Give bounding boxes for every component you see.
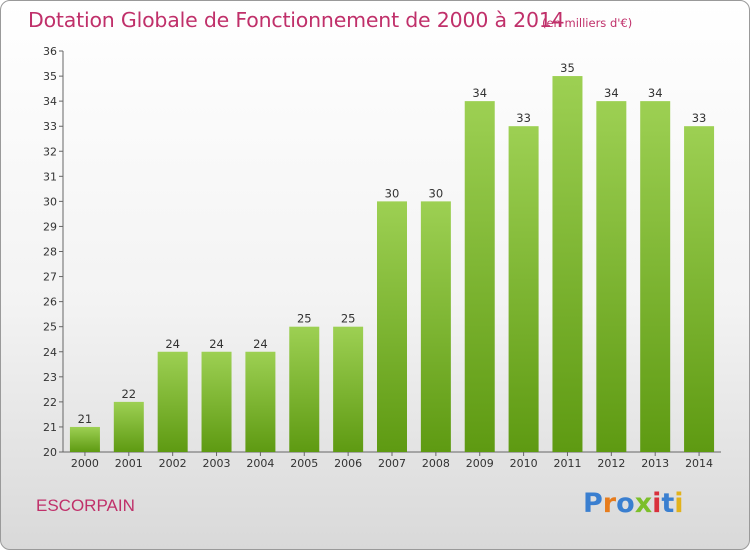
y-tick-label: 28: [43, 246, 57, 259]
bar-2000: [69, 426, 100, 452]
x-tick-label: 2010: [510, 457, 538, 470]
data-label-2012: 34: [604, 86, 619, 100]
x-tick-label: 2008: [422, 457, 450, 470]
proxiti-logo: Proxiti: [583, 488, 684, 519]
x-tick-label: 2007: [378, 457, 406, 470]
data-label-2008: 30: [429, 186, 444, 200]
bar-2006: [333, 326, 364, 452]
y-tick-label: 27: [43, 271, 57, 284]
y-tick-label: 24: [43, 346, 57, 359]
logo-letter: o: [616, 488, 635, 519]
bar-2001: [113, 401, 144, 452]
data-label-2007: 30: [385, 186, 400, 200]
y-axis: 20 21 22 23 24 25 26 27 28 29 30 31 32 33 34 35 36: [43, 45, 64, 459]
commune-name: ESCORPAIN: [36, 496, 135, 515]
data-label-2004: 24: [253, 337, 268, 351]
data-label-2009: 34: [472, 86, 487, 100]
data-label-2013: 34: [648, 86, 663, 100]
y-tick-label: 23: [43, 371, 57, 384]
y-tick-label: 31: [43, 170, 57, 183]
x-tick-label: 2001: [115, 457, 143, 470]
data-label-2000: 21: [78, 412, 93, 426]
bar-2003: [201, 351, 232, 452]
y-tick-label: 22: [43, 396, 57, 409]
x-tick-label: 2014: [685, 457, 713, 470]
x-tick-label: 2005: [290, 457, 318, 470]
y-tick-label: 29: [43, 220, 57, 233]
y-tick-label: 33: [43, 120, 57, 133]
data-label-2003: 24: [209, 337, 224, 351]
y-tick-label: 21: [43, 421, 57, 434]
chart-title: Dotation Globale de Fonctionnement de 20…: [28, 8, 565, 32]
y-tick-label: 25: [43, 321, 57, 334]
data-label-2006: 25: [341, 312, 356, 326]
logo-letter: r: [602, 488, 617, 519]
data-label-2002: 24: [165, 337, 180, 351]
logo-letter: i: [652, 488, 662, 519]
y-tick-label: 32: [43, 145, 57, 158]
chart-unit: (en milliers d'€): [542, 16, 633, 30]
data-label-2011: 35: [560, 61, 575, 75]
x-tick-label: 2006: [334, 457, 362, 470]
bar-2004: [245, 351, 276, 452]
bars: [69, 76, 715, 452]
x-tick-label: 2002: [159, 457, 187, 470]
data-label-2014: 33: [692, 111, 707, 125]
bar-2012: [596, 101, 627, 452]
bar-2014: [684, 126, 715, 452]
bar-2009: [464, 101, 495, 452]
bar-2008: [420, 201, 451, 452]
x-tick-label: 2009: [466, 457, 494, 470]
logo-letter: P: [583, 488, 603, 519]
data-label-2010: 33: [516, 111, 531, 125]
bar-2010: [508, 126, 539, 452]
y-tick-label: 36: [43, 45, 57, 58]
x-tick-label: 2013: [641, 457, 669, 470]
logo-letter: x: [634, 488, 653, 519]
x-tick-label: 2000: [71, 457, 99, 470]
x-tick-label: 2003: [203, 457, 231, 470]
x-tick-label: 2011: [553, 457, 581, 470]
y-tick-label: 34: [43, 95, 57, 108]
x-axis: 2000 2001 2002 2003 2004 2005 2006 2007 2008 2009…: [63, 451, 721, 470]
bar-2005: [289, 326, 320, 452]
y-tick-label: 35: [43, 70, 57, 83]
bar-2011: [552, 76, 583, 452]
y-tick-label: 26: [43, 296, 57, 309]
logo-letter: t: [661, 488, 675, 519]
data-label-2001: 22: [121, 387, 136, 401]
y-tick-label: 30: [43, 195, 57, 208]
y-tick-label: 20: [43, 446, 57, 459]
x-tick-label: 2012: [597, 457, 625, 470]
bar-2007: [377, 201, 407, 452]
x-tick-label: 2004: [246, 457, 274, 470]
bar-2002: [157, 351, 188, 452]
logo-letter: i: [674, 488, 684, 519]
data-label-2005: 25: [297, 312, 312, 326]
bar-2013: [640, 101, 671, 452]
data-labels: 21 22 24 24 24 25 25 30 30 34 33 35 34 34 33: [78, 61, 707, 426]
